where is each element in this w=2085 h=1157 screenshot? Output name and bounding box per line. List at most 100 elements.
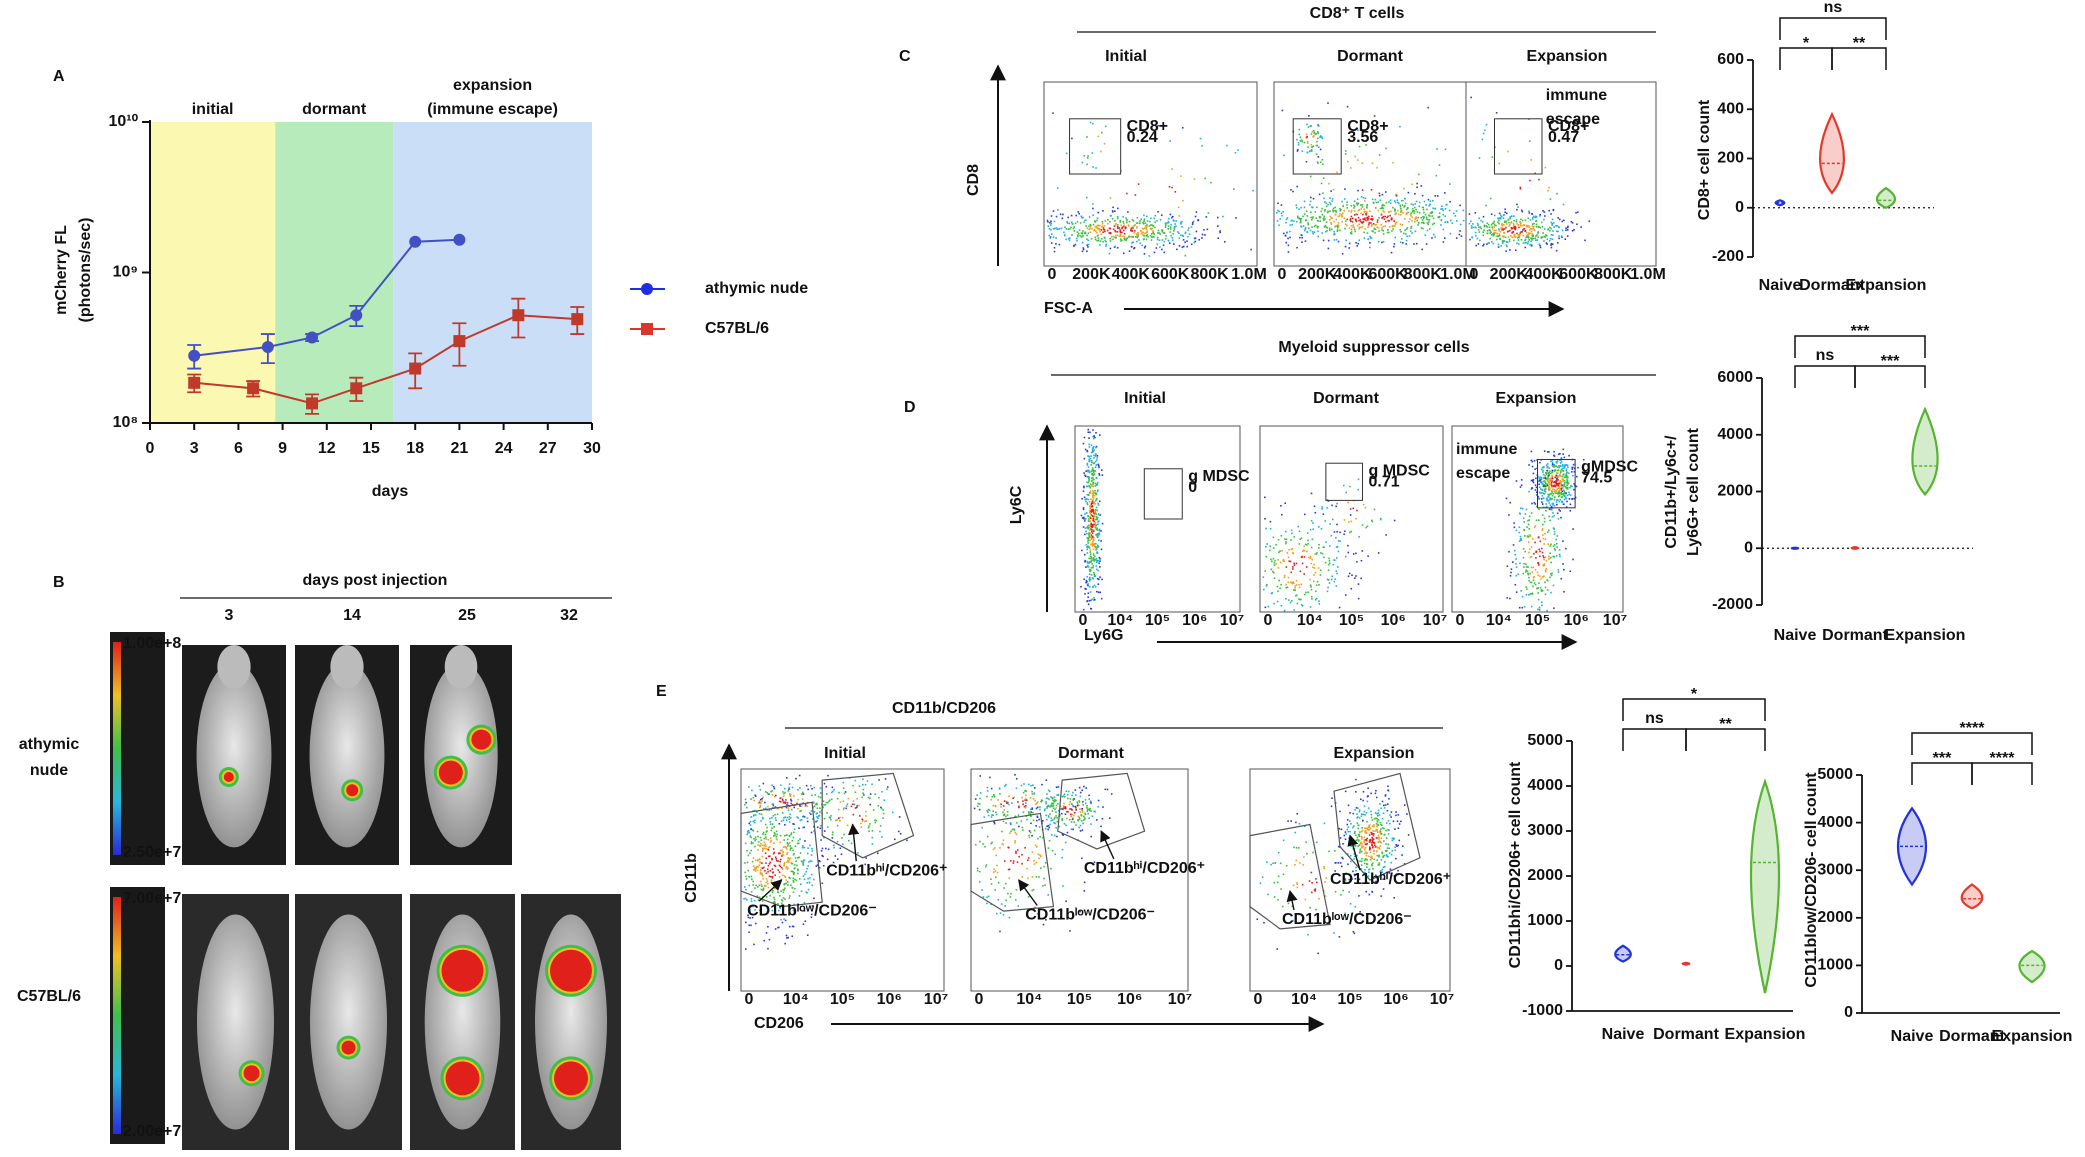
event-dot	[1154, 214, 1157, 217]
event-dot	[803, 901, 806, 904]
event-dot	[1008, 868, 1011, 871]
event-dot	[1518, 606, 1521, 609]
event-dot	[1312, 528, 1315, 531]
event-dot	[836, 824, 839, 827]
event-dot	[747, 832, 749, 834]
event-dot	[843, 792, 846, 795]
event-dot	[1553, 544, 1556, 546]
event-dot	[1528, 579, 1530, 582]
event-dot	[1084, 593, 1086, 595]
event-dot	[1063, 805, 1065, 808]
event-dot	[785, 882, 787, 885]
event-dot	[1360, 195, 1363, 198]
event-dot	[1388, 847, 1391, 850]
event-dot	[1399, 241, 1402, 243]
event-dot	[1055, 243, 1057, 245]
event-dot	[1548, 487, 1550, 490]
event-dot	[802, 861, 804, 864]
event-dot	[797, 817, 800, 819]
event-dot	[762, 831, 765, 834]
event-dot	[1199, 137, 1202, 140]
event-dot	[1532, 472, 1535, 475]
event-dot	[794, 857, 797, 859]
event-dot	[1095, 559, 1098, 562]
event-dot	[1555, 484, 1558, 486]
event-dot	[1389, 202, 1392, 205]
event-dot	[1524, 513, 1527, 515]
event-dot	[1080, 232, 1083, 235]
event-dot	[986, 902, 988, 905]
event-dot	[1321, 552, 1324, 555]
event-dot	[1440, 224, 1442, 226]
event-dot	[1014, 899, 1017, 901]
event-dot	[1303, 141, 1306, 144]
event-dot	[1557, 491, 1560, 494]
event-dot	[815, 865, 818, 867]
event-dot	[1095, 557, 1098, 560]
event-dot	[1313, 563, 1315, 566]
event-dot	[1359, 218, 1362, 221]
event-dot	[840, 853, 843, 855]
event-dot	[1400, 207, 1402, 210]
event-dot	[1132, 241, 1134, 244]
event-dot	[1530, 512, 1533, 514]
event-dot	[778, 909, 780, 912]
event-dot	[1537, 226, 1540, 228]
event-dot	[1298, 208, 1300, 210]
event-dot	[775, 859, 778, 862]
event-dot	[1422, 217, 1425, 220]
event-dot	[1293, 536, 1296, 538]
event-dot	[1085, 219, 1087, 222]
event-dot	[1276, 600, 1279, 603]
event-dot	[1371, 879, 1373, 882]
event-dot	[1150, 224, 1152, 226]
event-dot	[1032, 811, 1034, 814]
event-dot	[1333, 233, 1335, 236]
event-dot	[1533, 229, 1536, 232]
event-dot	[750, 898, 753, 900]
event-dot	[1083, 553, 1086, 556]
event-dot	[1542, 209, 1544, 212]
event-dot	[1133, 224, 1136, 227]
event-dot	[1198, 238, 1200, 241]
event-dot	[1049, 813, 1051, 815]
event-dot	[1460, 235, 1463, 237]
event-dot	[1327, 239, 1330, 242]
event-dot	[1089, 505, 1091, 507]
event-dot	[1551, 490, 1554, 493]
event-dot	[1525, 563, 1527, 565]
event-dot	[1086, 548, 1088, 551]
event-dot	[819, 860, 821, 863]
event-dot	[1420, 216, 1422, 219]
event-dot	[1492, 233, 1494, 235]
event-dot	[752, 842, 754, 844]
event-dot	[1092, 223, 1095, 226]
event-dot	[1033, 863, 1036, 865]
event-dot	[1052, 799, 1054, 801]
event-dot	[1520, 507, 1522, 510]
event-dot	[1280, 212, 1283, 215]
event-dot	[1084, 559, 1086, 562]
event-dot	[1046, 219, 1049, 222]
event-dot	[1374, 874, 1377, 876]
event-dot	[1070, 226, 1072, 229]
event-dot	[1554, 485, 1557, 488]
event-dot	[1368, 846, 1371, 848]
event-dot	[1363, 849, 1366, 851]
event-dot	[1071, 803, 1073, 806]
event-dot	[782, 891, 785, 894]
flow-x-tick: 10⁷	[924, 991, 948, 1008]
event-dot	[1348, 878, 1351, 881]
event-dot	[745, 801, 747, 804]
event-dot	[1371, 230, 1374, 232]
event-dot	[799, 805, 801, 807]
event-dot	[1090, 444, 1093, 447]
event-dot	[1044, 861, 1047, 864]
event-dot	[1531, 232, 1533, 235]
event-dot	[1098, 225, 1100, 227]
event-dot	[1568, 493, 1570, 496]
event-dot	[1548, 122, 1550, 124]
event-dot	[1307, 591, 1309, 594]
event-dot	[1517, 234, 1520, 236]
event-dot	[1303, 213, 1306, 215]
